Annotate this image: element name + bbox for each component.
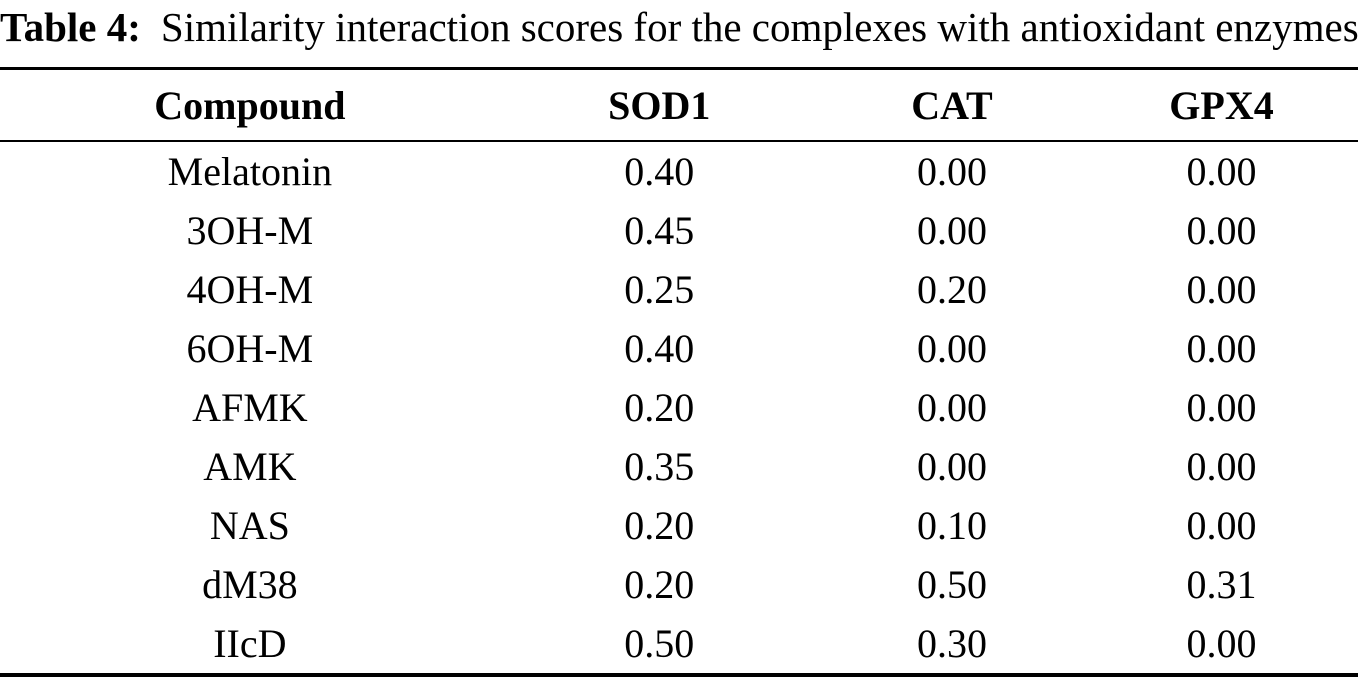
column-header-compound: Compound bbox=[0, 68, 500, 143]
sod1-cell: 0.35 bbox=[624, 444, 695, 490]
cat-cell: 0.50 bbox=[916, 562, 987, 608]
gpx4-cell: 0.31 bbox=[1186, 562, 1257, 608]
table-row: AMK 0.35 0.00 0.00 bbox=[0, 437, 1358, 496]
table-row: 4OH-M 0.25 0.20 0.00 bbox=[0, 260, 1358, 319]
gpx4-cell: 0.00 bbox=[1186, 267, 1257, 313]
cat-cell: 0.10 bbox=[916, 503, 987, 549]
compound-cell: NAS bbox=[209, 503, 290, 549]
table-row: Melatonin 0.40 0.00 0.00 bbox=[0, 141, 1358, 201]
gpx4-cell: 0.00 bbox=[1186, 326, 1257, 372]
cat-cell: 0.00 bbox=[916, 208, 987, 254]
table-row: 3OH-M 0.45 0.00 0.00 bbox=[0, 201, 1358, 260]
compound-cell: dM38 bbox=[202, 562, 298, 608]
gpx4-cell: 0.00 bbox=[1186, 149, 1257, 195]
sod1-cell: 0.20 bbox=[624, 562, 695, 608]
table-caption-label: Table 4: bbox=[0, 4, 141, 50]
sod1-cell: 0.20 bbox=[624, 385, 695, 431]
gpx4-cell: 0.00 bbox=[1186, 208, 1257, 254]
table-caption-text: Similarity interaction scores for the co… bbox=[160, 4, 1358, 50]
sod1-cell: 0.45 bbox=[624, 208, 695, 254]
column-header-gpx4: GPX4 bbox=[1085, 68, 1358, 143]
compound-cell: Melatonin bbox=[167, 149, 333, 195]
cat-cell: 0.00 bbox=[916, 444, 987, 490]
sod1-cell: 0.20 bbox=[624, 503, 695, 549]
table-caption: Table 4: Similarity interaction scores fo… bbox=[0, 0, 1358, 51]
gpx4-cell: 0.00 bbox=[1186, 385, 1257, 431]
gpx4-cell: 0.00 bbox=[1186, 503, 1257, 549]
compound-cell: IIcD bbox=[213, 621, 287, 667]
column-header-sod1: SOD1 bbox=[499, 68, 819, 143]
table-row: 6OH-M 0.40 0.00 0.00 bbox=[0, 319, 1358, 378]
cat-cell: 0.00 bbox=[916, 149, 987, 195]
gpx4-cell: 0.00 bbox=[1186, 621, 1257, 667]
sod1-cell: 0.25 bbox=[624, 267, 695, 313]
compound-cell: 3OH-M bbox=[186, 208, 314, 254]
compound-cell: AMK bbox=[203, 444, 297, 490]
compound-cell: 6OH-M bbox=[186, 326, 314, 372]
gpx4-cell: 0.00 bbox=[1186, 444, 1257, 490]
table-row: IIcD 0.50 0.30 0.00 bbox=[0, 614, 1358, 675]
compound-cell: AFMK bbox=[192, 385, 308, 431]
cat-cell: 0.30 bbox=[916, 621, 987, 667]
cat-cell: 0.20 bbox=[916, 267, 987, 313]
cat-cell: 0.00 bbox=[916, 326, 987, 372]
table-row: dM38 0.20 0.50 0.31 bbox=[0, 555, 1358, 614]
cat-cell: 0.00 bbox=[916, 385, 987, 431]
compound-cell: 4OH-M bbox=[186, 267, 314, 313]
table-row: NAS 0.20 0.10 0.00 bbox=[0, 496, 1358, 555]
table-row: AFMK 0.20 0.00 0.00 bbox=[0, 378, 1358, 437]
similarity-scores-table: Compound SOD1 CAT GPX4 Melatonin 0.40 0.… bbox=[0, 67, 1358, 678]
header-row: Compound SOD1 CAT GPX4 bbox=[0, 68, 1358, 143]
column-header-cat: CAT bbox=[818, 68, 1086, 143]
sod1-cell: 0.40 bbox=[624, 149, 695, 195]
sod1-cell: 0.40 bbox=[624, 326, 695, 372]
sod1-cell: 0.50 bbox=[624, 621, 695, 667]
